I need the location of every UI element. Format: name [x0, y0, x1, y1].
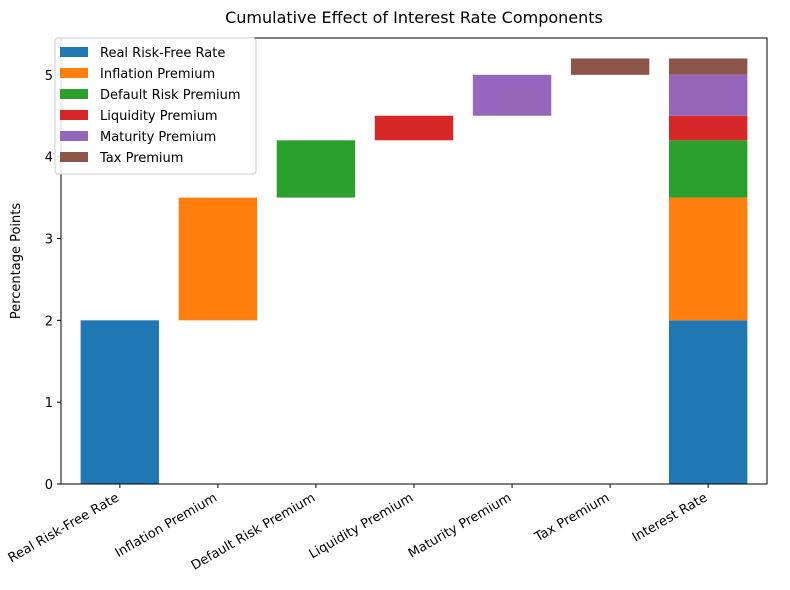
- total-segment-real-risk-free-rate: [668, 320, 748, 484]
- bar-inflation-premium: [178, 197, 258, 321]
- bars-group: [80, 58, 748, 484]
- y-tick-label: 0: [45, 478, 53, 493]
- legend-swatch: [60, 89, 88, 99]
- bar-real-risk-free-rate: [80, 320, 160, 484]
- y-tick-label: 5: [45, 69, 53, 84]
- y-tick-label: 2: [45, 314, 53, 329]
- y-tick-label: 3: [45, 232, 53, 247]
- total-segment-liquidity-premium: [668, 115, 748, 141]
- total-segment-default-risk-premium: [668, 140, 748, 198]
- total-segment-tax-premium: [668, 58, 748, 75]
- legend-swatch: [60, 110, 88, 120]
- bar-maturity-premium: [472, 74, 552, 116]
- bar-default-risk-premium: [276, 140, 356, 198]
- x-tick-label: Tax Premium: [531, 490, 612, 545]
- x-tick-label: Liquidity Premium: [307, 490, 416, 562]
- legend-entry: Liquidity Premium: [100, 109, 218, 124]
- total-segment-inflation-premium: [668, 197, 748, 321]
- y-tick-label: 4: [45, 151, 53, 166]
- legend-swatch: [60, 68, 88, 78]
- legend: Real Risk-Free Rate Inflation Premium Defa…: [54, 37, 257, 175]
- legend-swatch: [60, 131, 88, 141]
- x-tick-label: Real Risk-Free Rate: [6, 490, 122, 566]
- x-tick-label: Inflation Premium: [113, 490, 220, 561]
- y-tick-label: 1: [45, 396, 53, 411]
- legend-entry: Inflation Premium: [100, 67, 215, 82]
- legend-entry: Real Risk-Free Rate: [100, 46, 225, 61]
- legend-entry: Tax Premium: [99, 151, 183, 166]
- total-segment-maturity-premium: [668, 74, 748, 116]
- legend-swatch: [60, 152, 88, 162]
- legend-frame: [54, 37, 257, 175]
- chart-title: Cumulative Effect of Interest Rate Compo…: [225, 8, 603, 27]
- legend-entry: Default Risk Premium: [100, 88, 241, 103]
- legend-entry: Maturity Premium: [100, 130, 216, 145]
- bar-tax-premium: [570, 58, 650, 75]
- y-axis-label: Percentage Points: [9, 203, 24, 320]
- bar-liquidity-premium: [374, 115, 454, 141]
- x-tick-label: Interest Rate: [630, 490, 710, 545]
- legend-swatch: [60, 47, 88, 57]
- x-tick-label: Maturity Premium: [406, 490, 514, 561]
